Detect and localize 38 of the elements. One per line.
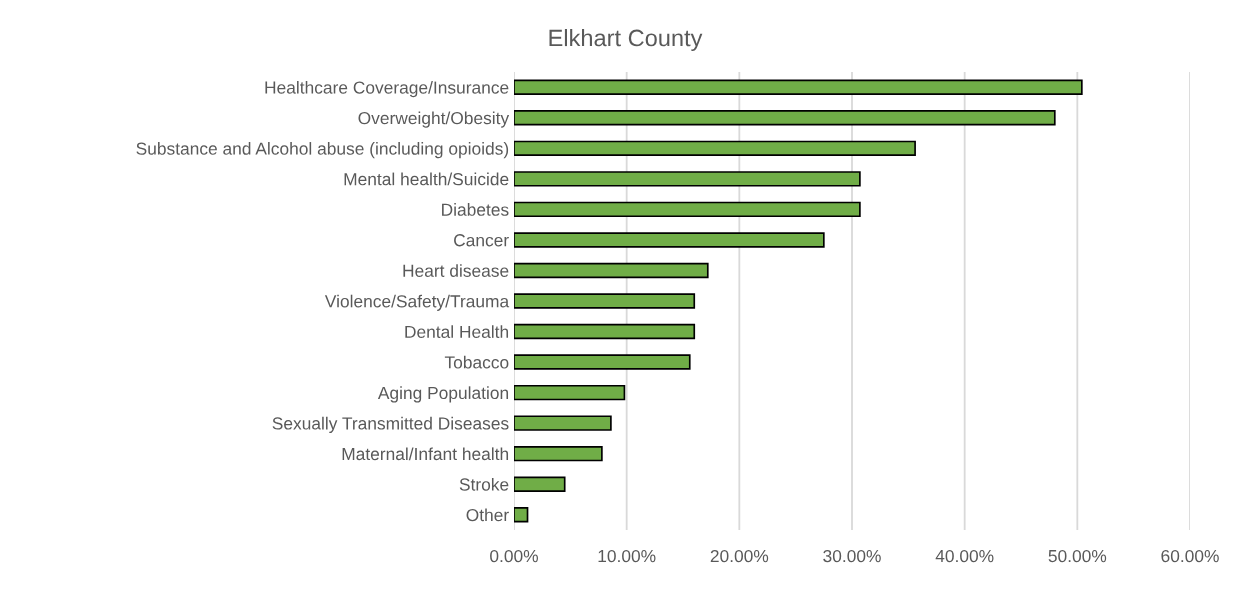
bar — [514, 262, 709, 279]
y-tick-label: Other — [466, 508, 509, 522]
chart-title: Elkhart County — [549, 29, 703, 51]
bar — [514, 507, 529, 523]
y-tick-label: Healthcare Coverage/Insurance — [265, 80, 509, 98]
y-tick-label: Aging Population — [377, 386, 509, 403]
x-tick-label: 40.00% — [935, 549, 994, 563]
y-tick-label: Tobacco — [444, 355, 509, 369]
y-tick-label: Diabetes — [442, 203, 509, 216]
x-tick-label: 10.00% — [598, 549, 656, 563]
y-tick-label: Mental health/Suicide — [344, 172, 509, 186]
bar — [514, 354, 691, 370]
y-tick-label: Stroke — [459, 477, 509, 491]
y-tick-label: Heart disease — [403, 264, 509, 277]
x-tick-label: 0.00% — [490, 549, 538, 563]
y-tick-label: Dental Health — [405, 325, 509, 338]
bar — [514, 140, 916, 157]
x-tick-label: 50.00% — [1048, 549, 1107, 563]
bar — [514, 201, 861, 218]
bar — [514, 415, 612, 431]
y-tick-label: Overweight/Obesity — [358, 111, 510, 128]
bar — [514, 79, 1083, 95]
x-tick-label: 30.00% — [823, 549, 881, 563]
y-tick-label: Violence/Safety/Trauma — [324, 294, 510, 311]
x-tick-label: 20.00% — [710, 549, 769, 563]
y-tick-label: Sexually Transmitted Diseases — [272, 416, 509, 434]
bar — [514, 171, 861, 187]
y-tick-label: Substance and Alcohol abuse (including opioids) — [136, 142, 509, 159]
bar — [514, 110, 1056, 126]
bar — [514, 323, 696, 340]
y-tick-label: Maternal/Infant health — [342, 447, 509, 461]
x-tick-label: 60.00% — [1161, 549, 1219, 563]
bar — [514, 293, 696, 309]
bar — [514, 384, 626, 401]
bar — [514, 476, 566, 492]
y-tick-label: Cancer — [454, 234, 509, 247]
bar — [514, 232, 825, 248]
bar — [514, 445, 603, 462]
